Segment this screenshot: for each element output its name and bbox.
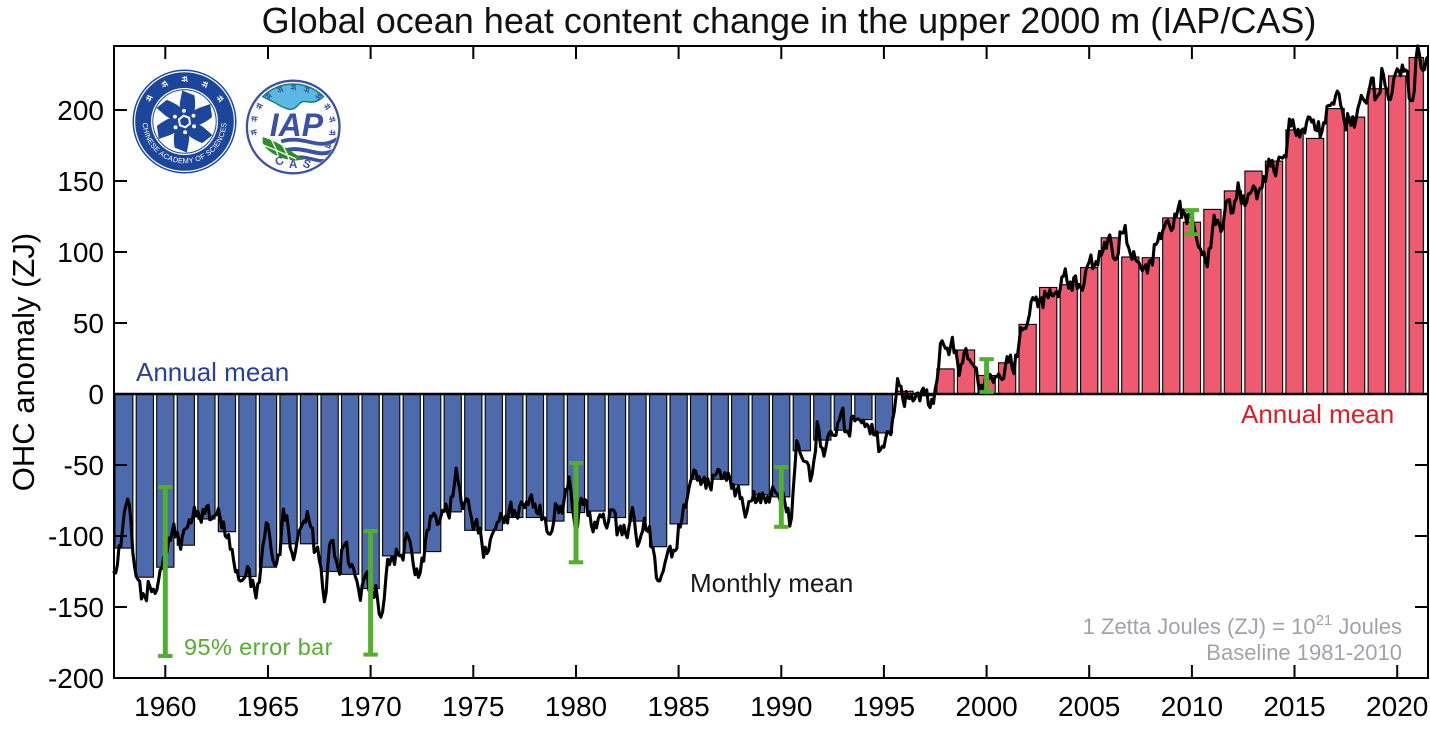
svg-text:OHC anomaly (ZJ): OHC anomaly (ZJ)	[6, 233, 41, 491]
svg-text:1990: 1990	[750, 691, 812, 722]
svg-text:Baseline 1981-2010: Baseline 1981-2010	[1206, 640, 1402, 665]
svg-text:2010: 2010	[1161, 691, 1223, 722]
svg-text:Annual mean: Annual mean	[1241, 399, 1394, 429]
svg-text:100: 100	[57, 237, 104, 268]
svg-text:Monthly mean: Monthly mean	[690, 568, 853, 598]
svg-text:-150: -150	[48, 592, 104, 623]
svg-text:50: 50	[73, 308, 104, 339]
svg-text:2000: 2000	[955, 691, 1017, 722]
svg-text:2005: 2005	[1058, 691, 1120, 722]
svg-text:1985: 1985	[647, 691, 709, 722]
svg-text:Annual mean: Annual mean	[136, 357, 289, 387]
svg-text:C: C	[274, 155, 286, 169]
svg-text:1965: 1965	[237, 691, 299, 722]
svg-text:Global ocean heat content chan: Global ocean heat content change in the …	[262, 0, 1317, 41]
svg-text:95% error bar: 95% error bar	[184, 634, 333, 660]
svg-text:1975: 1975	[442, 691, 504, 722]
svg-text:1 Zetta Joules (ZJ) = 1021 Jou: 1 Zetta Joules (ZJ) = 1021 Joules	[1083, 612, 1402, 639]
svg-text:-200: -200	[48, 663, 104, 694]
svg-text:IAP: IAP	[270, 107, 324, 143]
svg-text:200: 200	[57, 95, 104, 126]
svg-text:S: S	[301, 158, 313, 172]
svg-text:150: 150	[57, 166, 104, 197]
svg-text:2020: 2020	[1366, 691, 1428, 722]
svg-text:1980: 1980	[545, 691, 607, 722]
svg-text:1970: 1970	[339, 691, 401, 722]
svg-text:1995: 1995	[853, 691, 915, 722]
svg-text:2015: 2015	[1263, 691, 1325, 722]
svg-text:-50: -50	[64, 450, 104, 481]
svg-text:1960: 1960	[134, 691, 196, 722]
svg-text:-100: -100	[48, 521, 104, 552]
svg-text:0: 0	[88, 379, 104, 410]
svg-text:A: A	[289, 159, 297, 171]
